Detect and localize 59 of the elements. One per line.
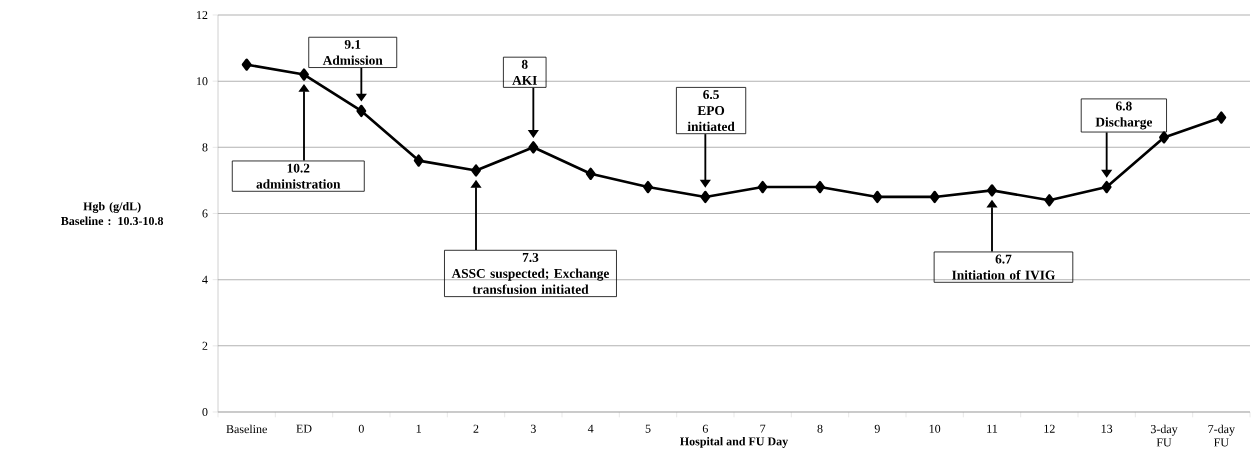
annotation: 8 (521, 59, 528, 69)
x-tick-label: 13 (1101, 424, 1113, 433)
annotation: AKI (512, 75, 537, 85)
y-tick-label: 8 (202, 143, 208, 152)
point (356, 104, 367, 118)
x-tick-label: 11 (987, 424, 998, 433)
point (987, 184, 997, 197)
y-tick-label: 10 (197, 77, 208, 86)
x-tick-label: 8 (817, 424, 823, 433)
y-tick-label: 6 (202, 209, 208, 218)
y-tick-label: 2 (202, 341, 208, 350)
x-tick-label: 9 (874, 424, 880, 433)
annotation: Discharge (1095, 117, 1153, 130)
point (929, 190, 940, 204)
x-tick-label: 1 (416, 424, 421, 433)
annotation: Admission (322, 55, 383, 65)
x-tick-label: 5 (645, 424, 651, 433)
point (643, 180, 653, 194)
x-tick-label: 7-day FU (1208, 424, 1235, 447)
x-tick-label: 4 (587, 424, 594, 433)
x-axis-title: Hospital and FU Day (680, 436, 789, 448)
y-tick-label: 12 (197, 11, 208, 19)
point (1216, 111, 1227, 124)
x-tick-label: 12 (1044, 424, 1055, 433)
point (1159, 131, 1169, 144)
point (585, 167, 596, 180)
annotation: 10.2 (287, 163, 310, 173)
x-tick-label: 6 (702, 424, 708, 433)
x-tick-label: Baseline (226, 424, 267, 434)
annotation: EPO initiated (687, 106, 735, 132)
annotation: 9.1 (344, 39, 361, 49)
annotation: ASSC suspected; Exchange transfusion initiated (451, 268, 610, 294)
annotation: 6.8 (1116, 101, 1132, 111)
point (241, 58, 252, 71)
point (872, 190, 883, 204)
y-axis-title: Hgb (g/dL) Baseline : 10.3-10.8 (61, 201, 164, 226)
annotation: Initiation of IVIG (952, 270, 1055, 280)
x-tick-label: 10 (929, 424, 941, 433)
x-tick-label: ED (296, 424, 312, 433)
x-tick-label: 3-day FU (1150, 424, 1178, 447)
point (471, 164, 481, 177)
point (1044, 194, 1055, 207)
point (413, 154, 424, 167)
point (757, 180, 768, 194)
annotation: 7.3 (522, 252, 539, 262)
annotation: administration (256, 179, 341, 189)
annotation: 6.5 (703, 90, 719, 100)
point (815, 180, 825, 194)
annotation: 6.7 (995, 254, 1012, 264)
point (700, 190, 711, 204)
x-tick-label: 7 (760, 424, 766, 433)
y-tick-label: 4 (202, 275, 208, 284)
point (1101, 180, 1112, 194)
point (528, 141, 539, 154)
point (299, 68, 309, 81)
x-tick-label: 2 (473, 424, 479, 433)
x-tick-label: 0 (358, 424, 364, 433)
y-tick-label: 0 (202, 407, 208, 417)
x-tick-label: 3 (530, 424, 536, 433)
